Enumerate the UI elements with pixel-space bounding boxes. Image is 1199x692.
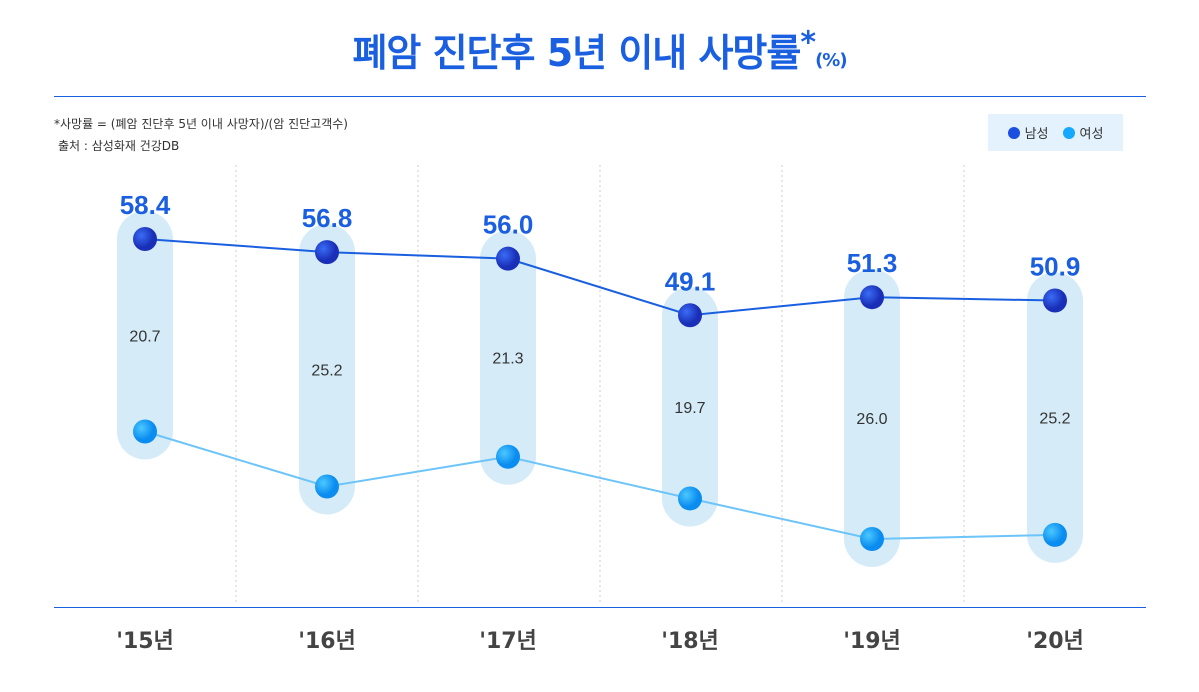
female-series-line (144, 430, 1056, 541)
female-point (860, 527, 884, 552)
gap-value-label: 26.0 (856, 411, 887, 428)
legend-male: 남성 (1007, 123, 1049, 142)
source-note: 출처 : 삼성화재 건강DB (58, 139, 180, 153)
female-point (496, 444, 520, 469)
male-value-label: 58.4 (120, 190, 171, 220)
unit-label: (%) (815, 50, 847, 71)
range-pill (480, 230, 536, 485)
male-value-label: 56.8 (302, 203, 353, 233)
range-pill (117, 211, 173, 460)
title-asterisk: * (800, 25, 816, 61)
gap-value-label: 25.2 (1039, 411, 1070, 428)
gap-value-label: 21.3 (492, 351, 523, 368)
male-point (678, 303, 702, 328)
legend: 남성 여성 (988, 114, 1123, 151)
male-dot-icon (1007, 127, 1020, 139)
male-value-label: 49.1 (665, 266, 716, 296)
male-point (1043, 288, 1067, 313)
range-pill (299, 224, 355, 515)
title-text: 폐암 진단후 5년 이내 사망률 (352, 31, 801, 75)
male-point (860, 285, 884, 310)
gap-value-label: 25.2 (311, 362, 342, 379)
male-value-label: 50.9 (1030, 252, 1081, 282)
chart-title: 폐암 진단후 5년 이내 사망률*(%) (0, 22, 1199, 77)
gap-value-label: 19.7 (674, 400, 705, 417)
range-pill (844, 269, 900, 568)
legend-female: 여성 (1062, 123, 1104, 142)
male-point (315, 240, 339, 265)
range-pill (1027, 272, 1083, 563)
baseline (54, 607, 1146, 608)
legend-male-label: 남성 (1024, 127, 1049, 142)
legend-female-label: 여성 (1079, 127, 1104, 142)
formula-note: *사망률 = (폐암 진단후 5년 이내 사망자)/(암 진단고객수) (54, 117, 348, 131)
male-value-label: 51.3 (847, 248, 898, 278)
male-point (133, 227, 157, 251)
x-tick-label: '18년 (661, 629, 719, 654)
female-point (1043, 522, 1067, 547)
x-tick-label: '19년 (843, 629, 901, 654)
male-value-label: 56.0 (483, 210, 534, 240)
range-pill (662, 287, 718, 527)
gap-value-label: 20.7 (129, 328, 160, 345)
x-tick-label: '20년 (1026, 629, 1084, 654)
x-tick-label: '15년 (116, 629, 174, 654)
male-point (496, 246, 520, 271)
top-rule (54, 96, 1146, 97)
female-point (678, 486, 702, 511)
x-tick-label: '16년 (298, 629, 356, 654)
female-point (315, 474, 339, 499)
x-tick-label: '17년 (479, 629, 537, 654)
female-dot-icon (1062, 127, 1075, 139)
female-point (133, 419, 157, 444)
male-series-line (144, 238, 1056, 317)
